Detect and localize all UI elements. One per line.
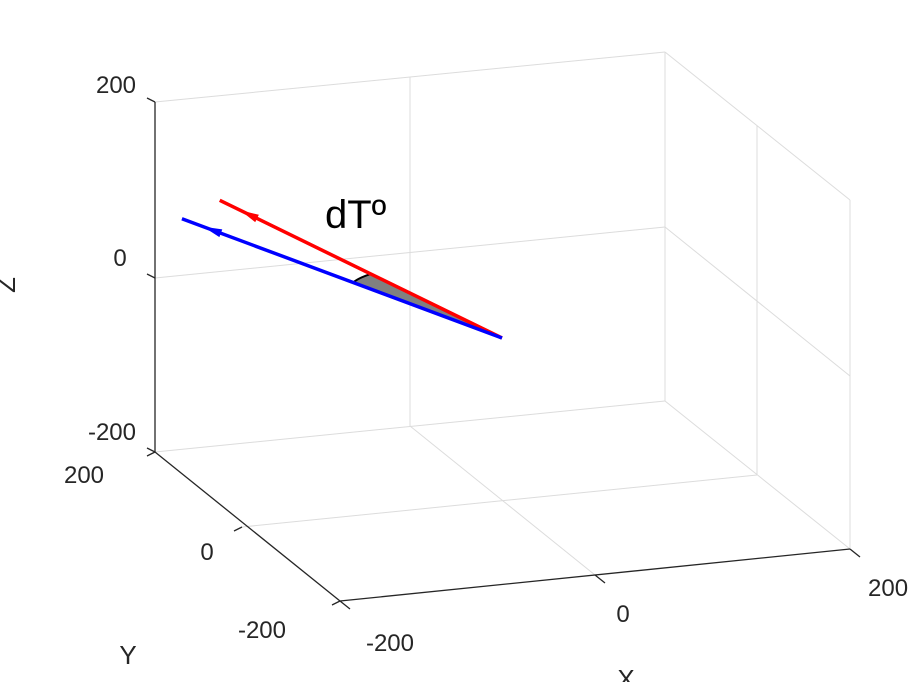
axes: [146, 97, 861, 610]
angle-annotation: dTº: [325, 193, 387, 237]
grid-line: [241, 474, 758, 528]
z-tick-label: -200: [88, 419, 136, 446]
z-tick-label: 200: [96, 72, 136, 99]
series-arrowhead-1: [241, 210, 259, 223]
z-tick-mark: [146, 273, 156, 279]
y-tick-mark: [146, 451, 156, 457]
y-tick-label: -200: [238, 617, 286, 644]
y-tick-label: 0: [200, 539, 213, 566]
y-tick-mark: [233, 526, 243, 532]
series-line-2: [181, 217, 503, 340]
series-line-1: [218, 198, 503, 340]
x-tick-mark: [339, 600, 351, 610]
x-tick-label: -200: [366, 630, 414, 657]
y-axis: [154, 451, 341, 602]
z-tick-label: 0: [113, 245, 126, 272]
x-tick-mark: [849, 548, 861, 558]
y-tick-label: 200: [64, 462, 104, 489]
x-tick-label: 0: [616, 601, 629, 628]
grid: [154, 51, 851, 576]
z-tick-mark: [146, 447, 156, 453]
z-tick-mark: [146, 97, 156, 103]
y-axis-label: Y: [119, 640, 136, 670]
grid-line: [664, 400, 851, 550]
x-tick-label: 200: [868, 575, 908, 602]
x-axis-label: X: [617, 664, 634, 682]
tick-labels: 200 0 -200 200 0 -200 -200 0 200: [64, 72, 908, 657]
y-tick-mark: [331, 600, 341, 606]
angle-wedge: [353, 273, 502, 338]
x-tick-mark: [594, 574, 606, 584]
z-axis-label: Z: [0, 277, 21, 293]
series-layer: [181, 198, 503, 340]
series-arrowhead-2: [205, 226, 223, 238]
